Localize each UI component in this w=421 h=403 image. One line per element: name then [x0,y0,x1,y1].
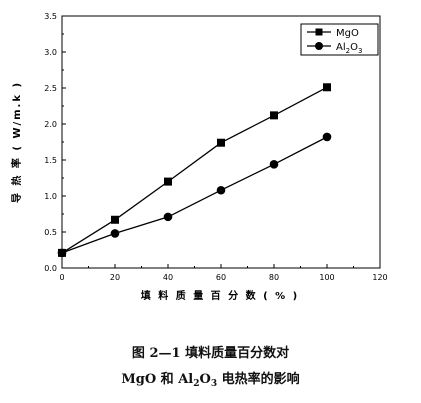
data-point-al2o3 [216,185,226,195]
legend-box [300,23,379,56]
legend-marker-mgo [315,28,323,36]
legend-al-sub1: 2 [346,47,350,55]
y-tick-label: 0.0 [44,264,57,273]
legend-label-al2o3: Al2O3 [336,42,362,55]
legend-al-sub2: 3 [358,47,362,55]
data-point-al2o3 [322,132,332,142]
y-tick-label: 1.0 [44,192,57,201]
figure-caption-line1: 图 2—1 填料质量百分数对 [131,346,290,361]
x-tick-label: 20 [110,273,120,282]
series-line-mgo [61,86,328,254]
data-point-mgo [164,177,172,186]
legend-al-base: Al [336,42,346,53]
data-point-mgo [217,138,225,147]
figure-caption-line2: MgO 和 Al2O3 电热率的影响 [0,368,421,389]
legend-al-mid: O [350,42,358,53]
legend-marker-al2o3 [315,42,323,50]
series-layer [57,83,332,258]
caption-mgo: MgO [121,372,157,387]
y-tick-label: 2.5 [44,84,57,93]
caption-rest: 电热率的影响 [217,372,300,387]
x-axis-title: 填 料 质 量 百 分 数 ( % ) [141,289,300,302]
y-tick-label: 3.0 [44,48,57,57]
y-tick-label: 2.0 [44,120,57,129]
data-point-mgo [270,111,278,120]
caption-al-sub1: 2 [193,379,200,389]
x-tick-label: 120 [372,273,387,282]
y-axis: 0.0 0.5 1.0 1.5 2.0 2.5 3.0 3.5 [44,12,66,273]
x-tick-label: 80 [269,273,279,282]
data-point-al2o3 [110,229,120,238]
caption-and: 和 [156,372,179,387]
data-point-mgo [323,83,331,92]
caption-o-sub2: 3 [210,379,218,389]
legend-label-mgo: MgO [336,28,359,39]
y-tick-label: 1.5 [44,156,57,165]
y-tick-label: 3.5 [44,12,57,21]
x-tick-label: 60 [216,273,226,282]
caption-al: Al [178,372,194,387]
x-tick-label: 0 [59,273,64,282]
legend: MgO Al2O3 [300,23,379,56]
data-point-al2o3 [163,212,173,222]
series-line-al2o3 [61,136,328,254]
y-tick-label: 0.5 [44,228,57,237]
data-point-al2o3 [269,160,279,169]
x-tick-label: 40 [163,273,173,282]
x-tick-label: 100 [319,273,334,282]
data-point-mgo [111,215,119,224]
caption-o: O [199,372,211,387]
x-axis: 0 20 40 60 80 100 120 [59,264,388,282]
data-point-al2o3 [57,248,67,258]
y-axis-title: 导 热 率 ( W/m.k ) [10,81,23,203]
